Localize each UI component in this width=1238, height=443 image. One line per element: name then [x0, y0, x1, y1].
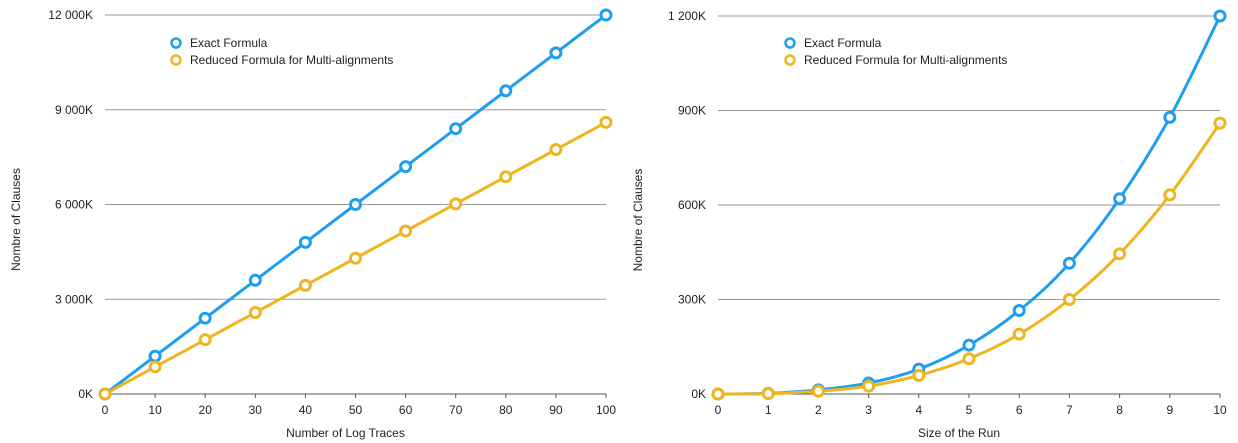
x-tick-label: 60 — [399, 403, 413, 417]
data-point-reduced — [98, 387, 112, 401]
data-point-reduced — [148, 360, 162, 374]
x-tick-label: 0 — [102, 403, 109, 417]
x-axis-title: Size of the Run — [918, 426, 1000, 440]
data-point-reduced — [1163, 188, 1177, 202]
x-tick-label: 5 — [966, 403, 973, 417]
x-tick-label: 100 — [596, 403, 616, 417]
legend-marker — [170, 37, 182, 49]
legend-marker — [784, 37, 796, 49]
data-point-exact — [962, 338, 976, 352]
x-tick-label: 7 — [1066, 403, 1073, 417]
data-point-reduced — [1113, 247, 1127, 261]
x-tick-label: 90 — [549, 403, 563, 417]
data-point-exact — [1113, 192, 1127, 206]
data-point-exact — [349, 198, 362, 211]
y-tick-label: 9 000K — [55, 103, 93, 117]
data-point-exact — [449, 122, 463, 136]
x-tick-label: 80 — [499, 403, 513, 417]
x-tick-label: 10 — [148, 403, 162, 417]
legend-label: Reduced Formula for Multi-alignments — [190, 53, 393, 67]
y-tick-label: 0K — [691, 387, 706, 401]
data-point-exact — [198, 311, 212, 325]
x-tick-label: 70 — [449, 403, 463, 417]
data-point-reduced — [298, 278, 312, 292]
data-point-reduced — [499, 170, 513, 184]
x-tick-label: 8 — [1116, 403, 1123, 417]
x-tick-label: 50 — [349, 403, 363, 417]
x-tick-label: 3 — [865, 403, 872, 417]
data-point-exact — [1012, 304, 1026, 318]
data-point-exact — [298, 235, 312, 249]
legend-label: Exact Formula — [190, 36, 268, 50]
y-tick-label: 900K — [678, 104, 706, 118]
chart-clauses-vs-log-traces: 0K 3 000K 6 000K 9 000K 12 000K 0 10 20 30 40 50 60… — [9, 8, 616, 440]
data-point-exact — [549, 46, 563, 60]
data-point-reduced — [811, 384, 825, 398]
data-point-reduced — [549, 143, 563, 157]
x-tick-label: 10 — [1213, 403, 1227, 417]
legend-marker — [170, 54, 182, 66]
y-tick-label: 0K — [78, 387, 93, 401]
data-point-exact — [148, 349, 162, 363]
y-axis-title: Nombre of Clauses — [9, 168, 23, 271]
y-tick-label: 3 000K — [55, 292, 93, 306]
x-tick-label: 40 — [299, 403, 313, 417]
data-point-reduced — [1213, 116, 1227, 130]
data-point-reduced — [761, 387, 775, 401]
data-point-exact — [1062, 256, 1076, 270]
x-tick-label: 6 — [1016, 403, 1023, 417]
chart-clauses-vs-run-size: 0K 300K 600K 900K 1 200K 0 1 2 3 4 5 6 7 8 9 10 Size of … — [631, 9, 1227, 440]
x-tick-label: 2 — [815, 403, 822, 417]
data-point-reduced — [1012, 327, 1026, 341]
data-point-exact — [248, 273, 262, 287]
x-tick-label: 1 — [765, 403, 772, 417]
y-tick-label: 6 000K — [55, 198, 93, 212]
y-tick-label: 300K — [678, 293, 706, 307]
y-tick-label: 1 200K — [668, 9, 706, 23]
x-tick-label: 30 — [249, 403, 263, 417]
data-point-exact — [1163, 110, 1177, 124]
data-point-reduced — [862, 379, 876, 393]
series-line-reduced — [717, 122, 1222, 396]
data-point-exact — [599, 8, 613, 22]
x-tick-label: 4 — [915, 403, 922, 417]
data-point-reduced — [449, 197, 463, 211]
data-point-reduced — [711, 387, 725, 401]
data-point-reduced — [599, 115, 613, 129]
data-point-exact — [399, 160, 413, 174]
y-tick-label: 12 000K — [48, 8, 93, 22]
data-point-reduced — [198, 333, 212, 347]
x-tick-label: 0 — [715, 403, 722, 417]
x-axis-title: Number of Log Traces — [286, 426, 405, 440]
data-point-reduced — [349, 251, 362, 265]
data-point-exact — [499, 84, 513, 98]
data-point-reduced — [912, 368, 926, 382]
legend-label: Reduced Formula for Multi-alignments — [804, 53, 1007, 67]
data-point-reduced — [248, 306, 262, 320]
data-point-reduced — [1062, 293, 1076, 306]
x-tick-label: 20 — [199, 403, 213, 417]
y-axis-title: Nombre of Clauses — [631, 169, 645, 272]
data-point-reduced — [399, 224, 413, 238]
data-point-reduced — [962, 352, 976, 366]
y-tick-label: 600K — [678, 198, 706, 212]
legend-label: Exact Formula — [804, 36, 882, 50]
data-point-exact — [1213, 9, 1227, 23]
x-tick-label: 9 — [1166, 403, 1173, 417]
legend-marker — [784, 54, 796, 66]
